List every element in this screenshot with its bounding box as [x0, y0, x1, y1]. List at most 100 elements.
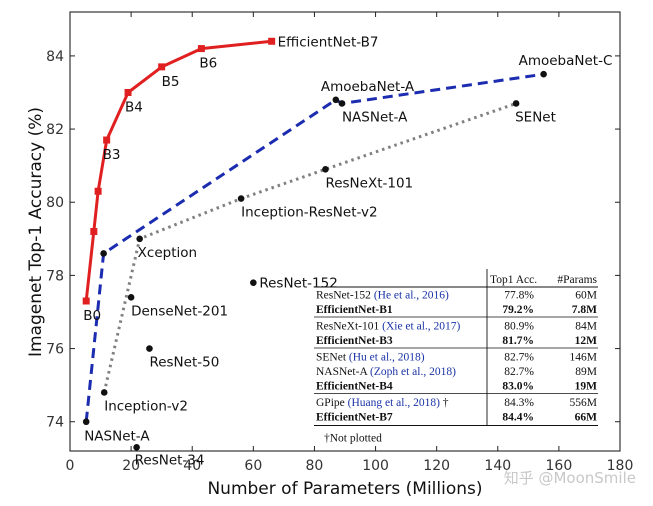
y-tick-label: 74	[46, 415, 64, 431]
y-tick-label: 80	[46, 195, 64, 211]
point-label: SENet	[515, 109, 556, 125]
table-params: 60M	[575, 290, 597, 302]
series-solid	[82, 37, 276, 305]
point-label: ResNet-152	[259, 276, 337, 292]
point-label: EfficientNet-B7	[278, 34, 379, 50]
point-label: DenseNet-201	[131, 303, 228, 319]
point-label: B4	[125, 99, 143, 115]
point-label: ResNeXt-101	[325, 175, 413, 191]
point-label: B5	[162, 74, 180, 90]
table-params: 19M	[575, 381, 598, 393]
x-tick-label: 180	[607, 458, 634, 474]
point-label: ResNet-50	[149, 355, 219, 371]
series-line	[84, 72, 544, 422]
table-model: NASNet-A (Zoph et al., 2018)	[316, 366, 456, 378]
x-tick-label: 120	[423, 458, 450, 474]
data-point	[133, 444, 140, 451]
label-layer: B0 B3 B4 B5 B6 EfficientNet-B7 NASNet-A AmoebaN…	[83, 34, 612, 468]
table-acc: 83.0%	[502, 381, 534, 393]
point-label: NASNet-A	[84, 429, 150, 445]
x-tick-label: 100	[362, 458, 389, 474]
data-point	[146, 345, 153, 352]
table-params: 84M	[575, 321, 597, 333]
data-point	[127, 294, 135, 301]
y-tick-label: 76	[46, 342, 64, 358]
data-point	[268, 37, 276, 45]
table-header: #Params	[557, 274, 597, 286]
table-model: EfficientNet-B4	[316, 381, 393, 393]
series-none	[127, 279, 257, 451]
table-params: 556M	[570, 397, 597, 409]
data-point	[82, 418, 90, 426]
table-model: GPipe (Huang et al., 2018) †	[316, 397, 449, 409]
x-tick-label: 160	[546, 458, 573, 474]
table-model: SENet (Hu et al., 2018)	[316, 352, 425, 364]
data-point	[237, 195, 245, 202]
comparison-table: Top1 Acc. #Params ResNet-152 (He et al., 2…	[314, 269, 598, 445]
table-params: 89M	[575, 366, 597, 378]
point-label: AmoebaNet-A	[321, 79, 415, 95]
data-point	[197, 45, 205, 53]
point-label: B3	[103, 147, 121, 163]
series-layer	[82, 37, 547, 451]
watermark: 知乎 @MoonSmile	[504, 469, 636, 487]
x-axis-title: Number of Parameters (Millions)	[207, 479, 482, 499]
data-point	[124, 88, 132, 96]
table-model: EfficientNet-B7	[316, 412, 393, 424]
data-point	[250, 279, 257, 287]
data-point	[332, 96, 340, 104]
series-dashed	[82, 70, 547, 426]
table-model: ResNet-152 (He et al., 2016)	[316, 290, 449, 302]
table-model: ResNeXt-101 (Xie et al., 2017)	[316, 321, 461, 333]
y-tick-label: 78	[46, 268, 64, 284]
point-label: B0	[83, 308, 101, 324]
table-acc: 79.2%	[502, 304, 534, 316]
data-point	[540, 70, 547, 78]
table-acc: 82.7%	[504, 352, 534, 364]
x-tick-label: 20	[122, 458, 140, 474]
point-label: ResNet-34	[135, 452, 205, 468]
data-point	[103, 136, 111, 144]
point-label: Inception-ResNet-v2	[241, 205, 377, 221]
data-point	[100, 250, 107, 257]
x-tick-label: 80	[306, 458, 324, 474]
data-point	[322, 166, 329, 173]
table-params: 146M	[570, 352, 597, 364]
y-axis-title: Imagenet Top-1 Accuracy (%)	[26, 107, 46, 357]
data-point	[158, 63, 166, 71]
point-label: AmoebaNet-C	[519, 53, 613, 69]
x-tick-label: 60	[244, 458, 262, 474]
table-params: 66M	[575, 412, 598, 424]
x-tick-label: 40	[183, 458, 201, 474]
table-footnote: †Not plotted	[324, 433, 382, 445]
point-label: B6	[199, 56, 217, 72]
table-acc: 84.4%	[502, 412, 534, 424]
table-model: EfficientNet-B3	[316, 335, 393, 347]
x-tick-label: 0	[66, 458, 75, 474]
y-tick-label: 84	[46, 49, 64, 65]
data-point	[512, 100, 520, 107]
plot-frame	[69, 11, 621, 452]
tick-layer: 0 20 40 60 80 100 120 140 160 180 74 76 78 80 82 84	[46, 12, 633, 474]
point-label: Inception-v2	[104, 398, 188, 414]
table-acc: 81.7%	[502, 335, 534, 347]
table-params: 7.8M	[572, 304, 597, 316]
table-acc: 80.9%	[504, 321, 534, 333]
y-tick-label: 82	[46, 122, 64, 138]
table-model: EfficientNet-B1	[316, 304, 393, 316]
x-tick-label: 140	[484, 458, 511, 474]
table-params: 12M	[575, 335, 598, 347]
data-point	[136, 235, 143, 243]
data-point	[100, 389, 108, 396]
point-label: Xception	[138, 245, 197, 261]
table-acc: 77.8%	[504, 290, 534, 302]
table-acc: 84.3%	[504, 397, 534, 409]
table-acc: 82.7%	[504, 366, 534, 378]
data-point	[94, 187, 102, 195]
series-dotted	[100, 100, 520, 396]
table-header: Top1 Acc.	[490, 274, 537, 286]
data-point	[338, 100, 346, 107]
series-line	[84, 39, 272, 302]
data-point	[82, 297, 90, 305]
